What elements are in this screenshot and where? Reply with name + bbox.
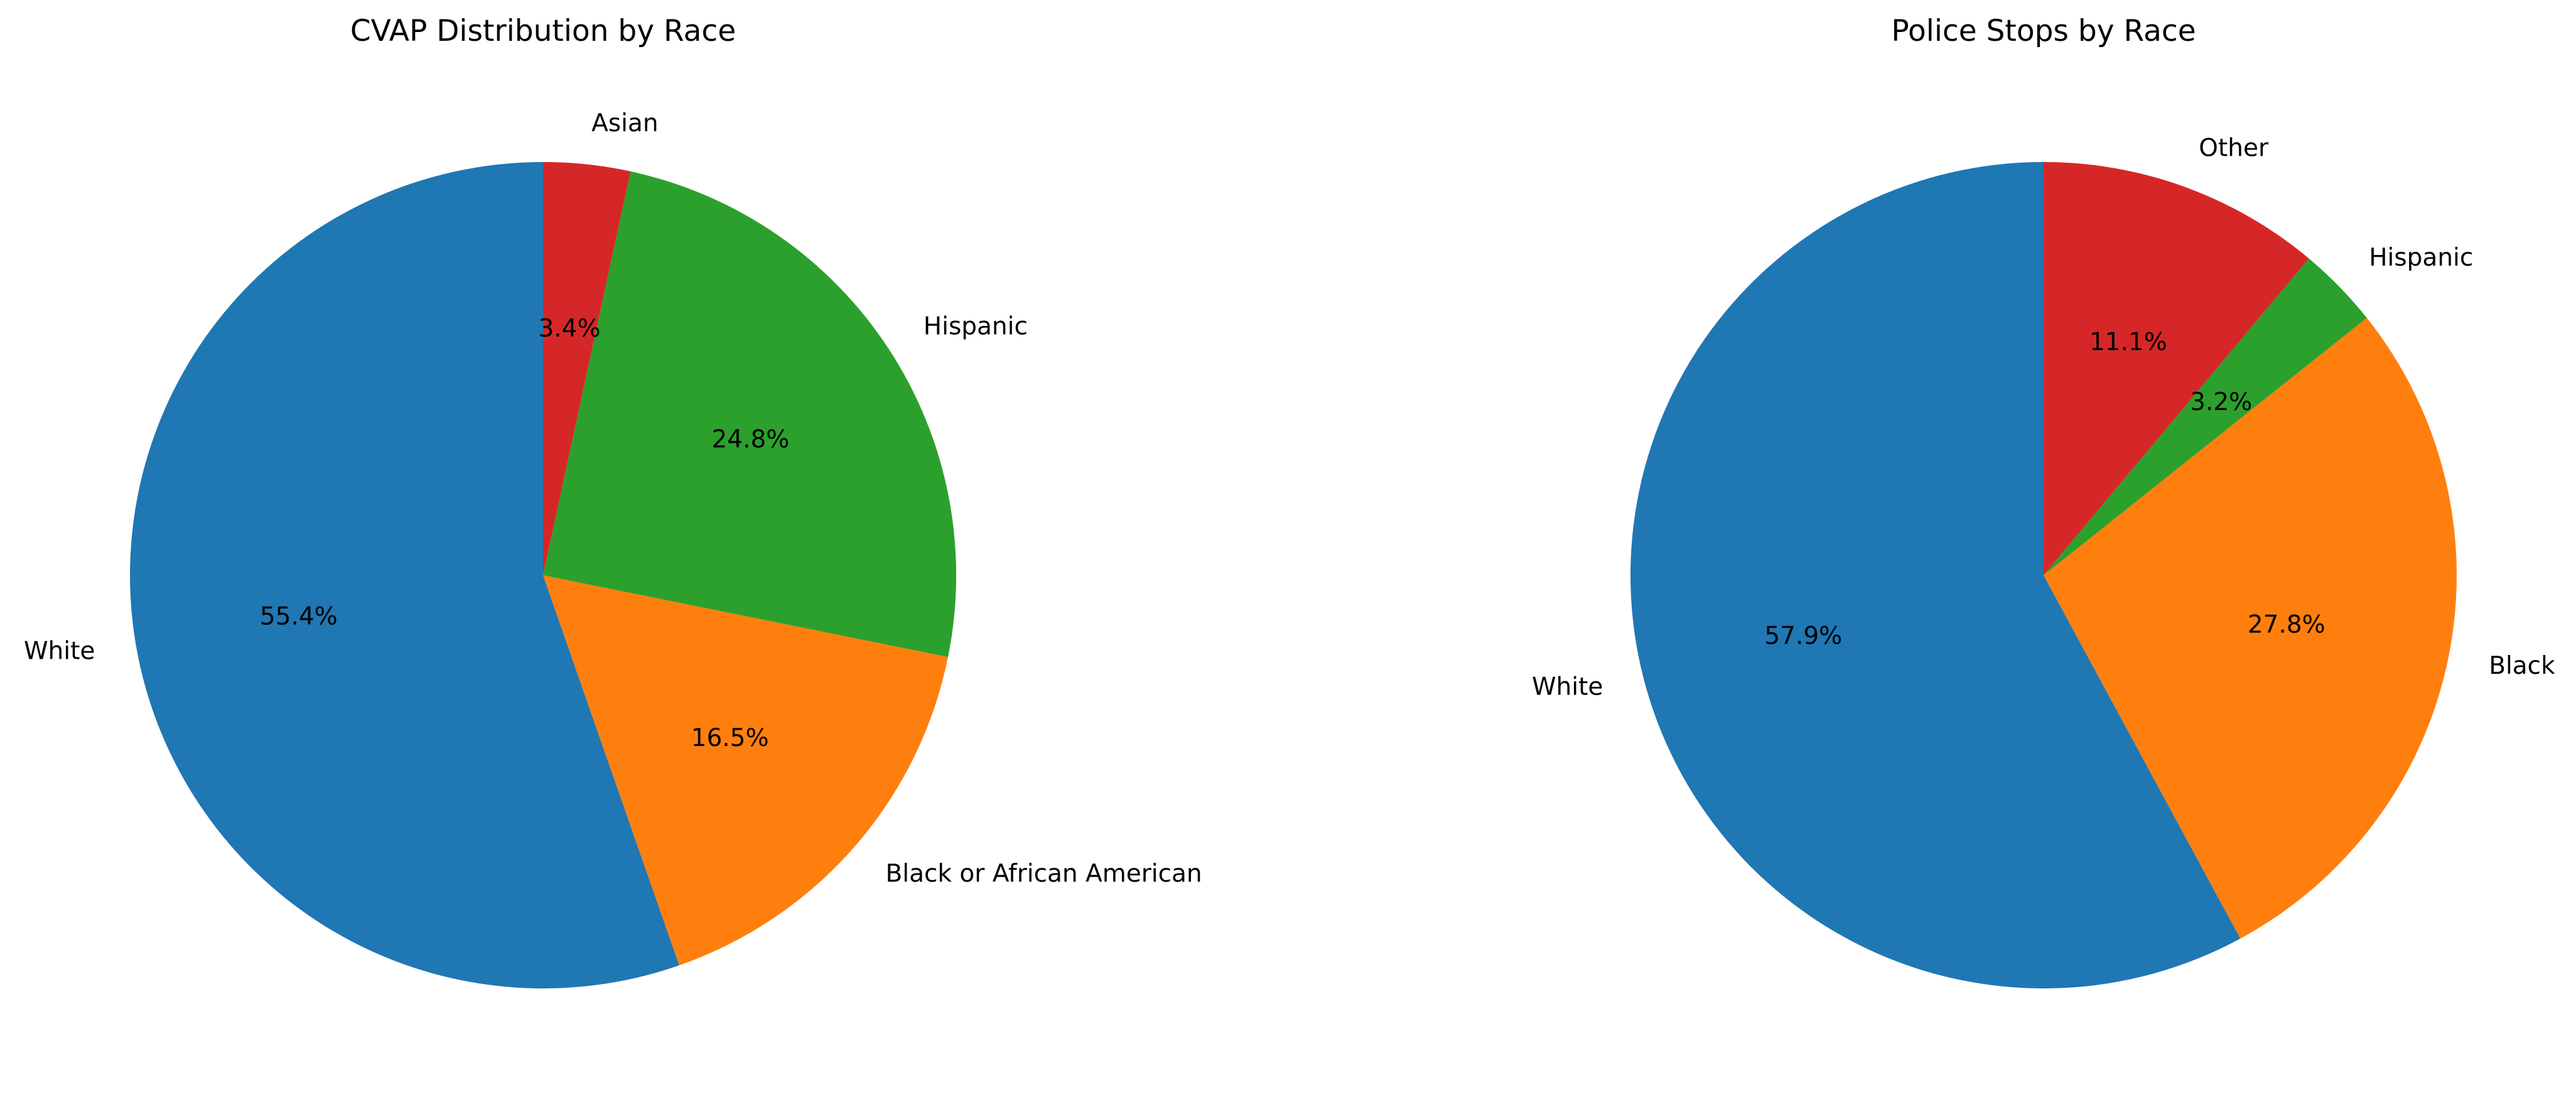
slice-label-black-or-african-american: Black or African American: [886, 860, 1202, 888]
pie-slice-hispanic: [543, 171, 957, 657]
percent-label-asian: 3.4%: [538, 315, 600, 343]
pie-slice-other: [2044, 162, 2309, 575]
pie-slice-asian: [543, 162, 631, 575]
pie-slices: [130, 162, 957, 988]
pie-labels: White 55.4% Black or African American 16.5%…: [24, 109, 1202, 888]
pie-slice-hispanic: [2044, 258, 2367, 575]
percent-label-hispanic: 3.2%: [2190, 388, 2252, 416]
pie-labels: White 57.9% Black 27.8% Hispanic 3.2% Other 11.…: [1532, 134, 2555, 701]
percent-label-other: 11.1%: [2089, 328, 2167, 357]
slice-label-hispanic: Hispanic: [2369, 244, 2473, 272]
percent-label-white: 55.4%: [260, 603, 338, 631]
slice-label-asian: Asian: [591, 109, 658, 138]
slice-label-white: White: [1532, 673, 1603, 701]
slice-label-black: Black: [2489, 652, 2555, 680]
slice-label-white: White: [24, 637, 95, 666]
pie-slice-white: [130, 162, 679, 988]
chart-title: Police Stops by Race: [1891, 14, 2196, 48]
pie-slices: [1630, 162, 2457, 988]
chart-title: CVAP Distribution by Race: [350, 14, 736, 48]
percent-label-hispanic: 24.8%: [711, 426, 789, 454]
percent-label-white: 57.9%: [1764, 622, 1842, 651]
police-stops-pie-chart: Police Stops by Race White 57.9% Black 27.8…: [1532, 14, 2555, 988]
cvap-pie-chart: CVAP Distribution by Race White 55.4% Blac…: [24, 14, 1202, 988]
slice-label-other: Other: [2199, 134, 2269, 162]
slice-label-hispanic: Hispanic: [924, 312, 1028, 340]
percent-label-black: 27.8%: [2248, 610, 2325, 639]
percent-label-black-or-african-american: 16.5%: [691, 724, 769, 752]
pie-slice-black-or-african-american: [543, 575, 948, 966]
pie-slice-white: [1630, 162, 2241, 988]
pie-slice-black: [2044, 318, 2457, 939]
